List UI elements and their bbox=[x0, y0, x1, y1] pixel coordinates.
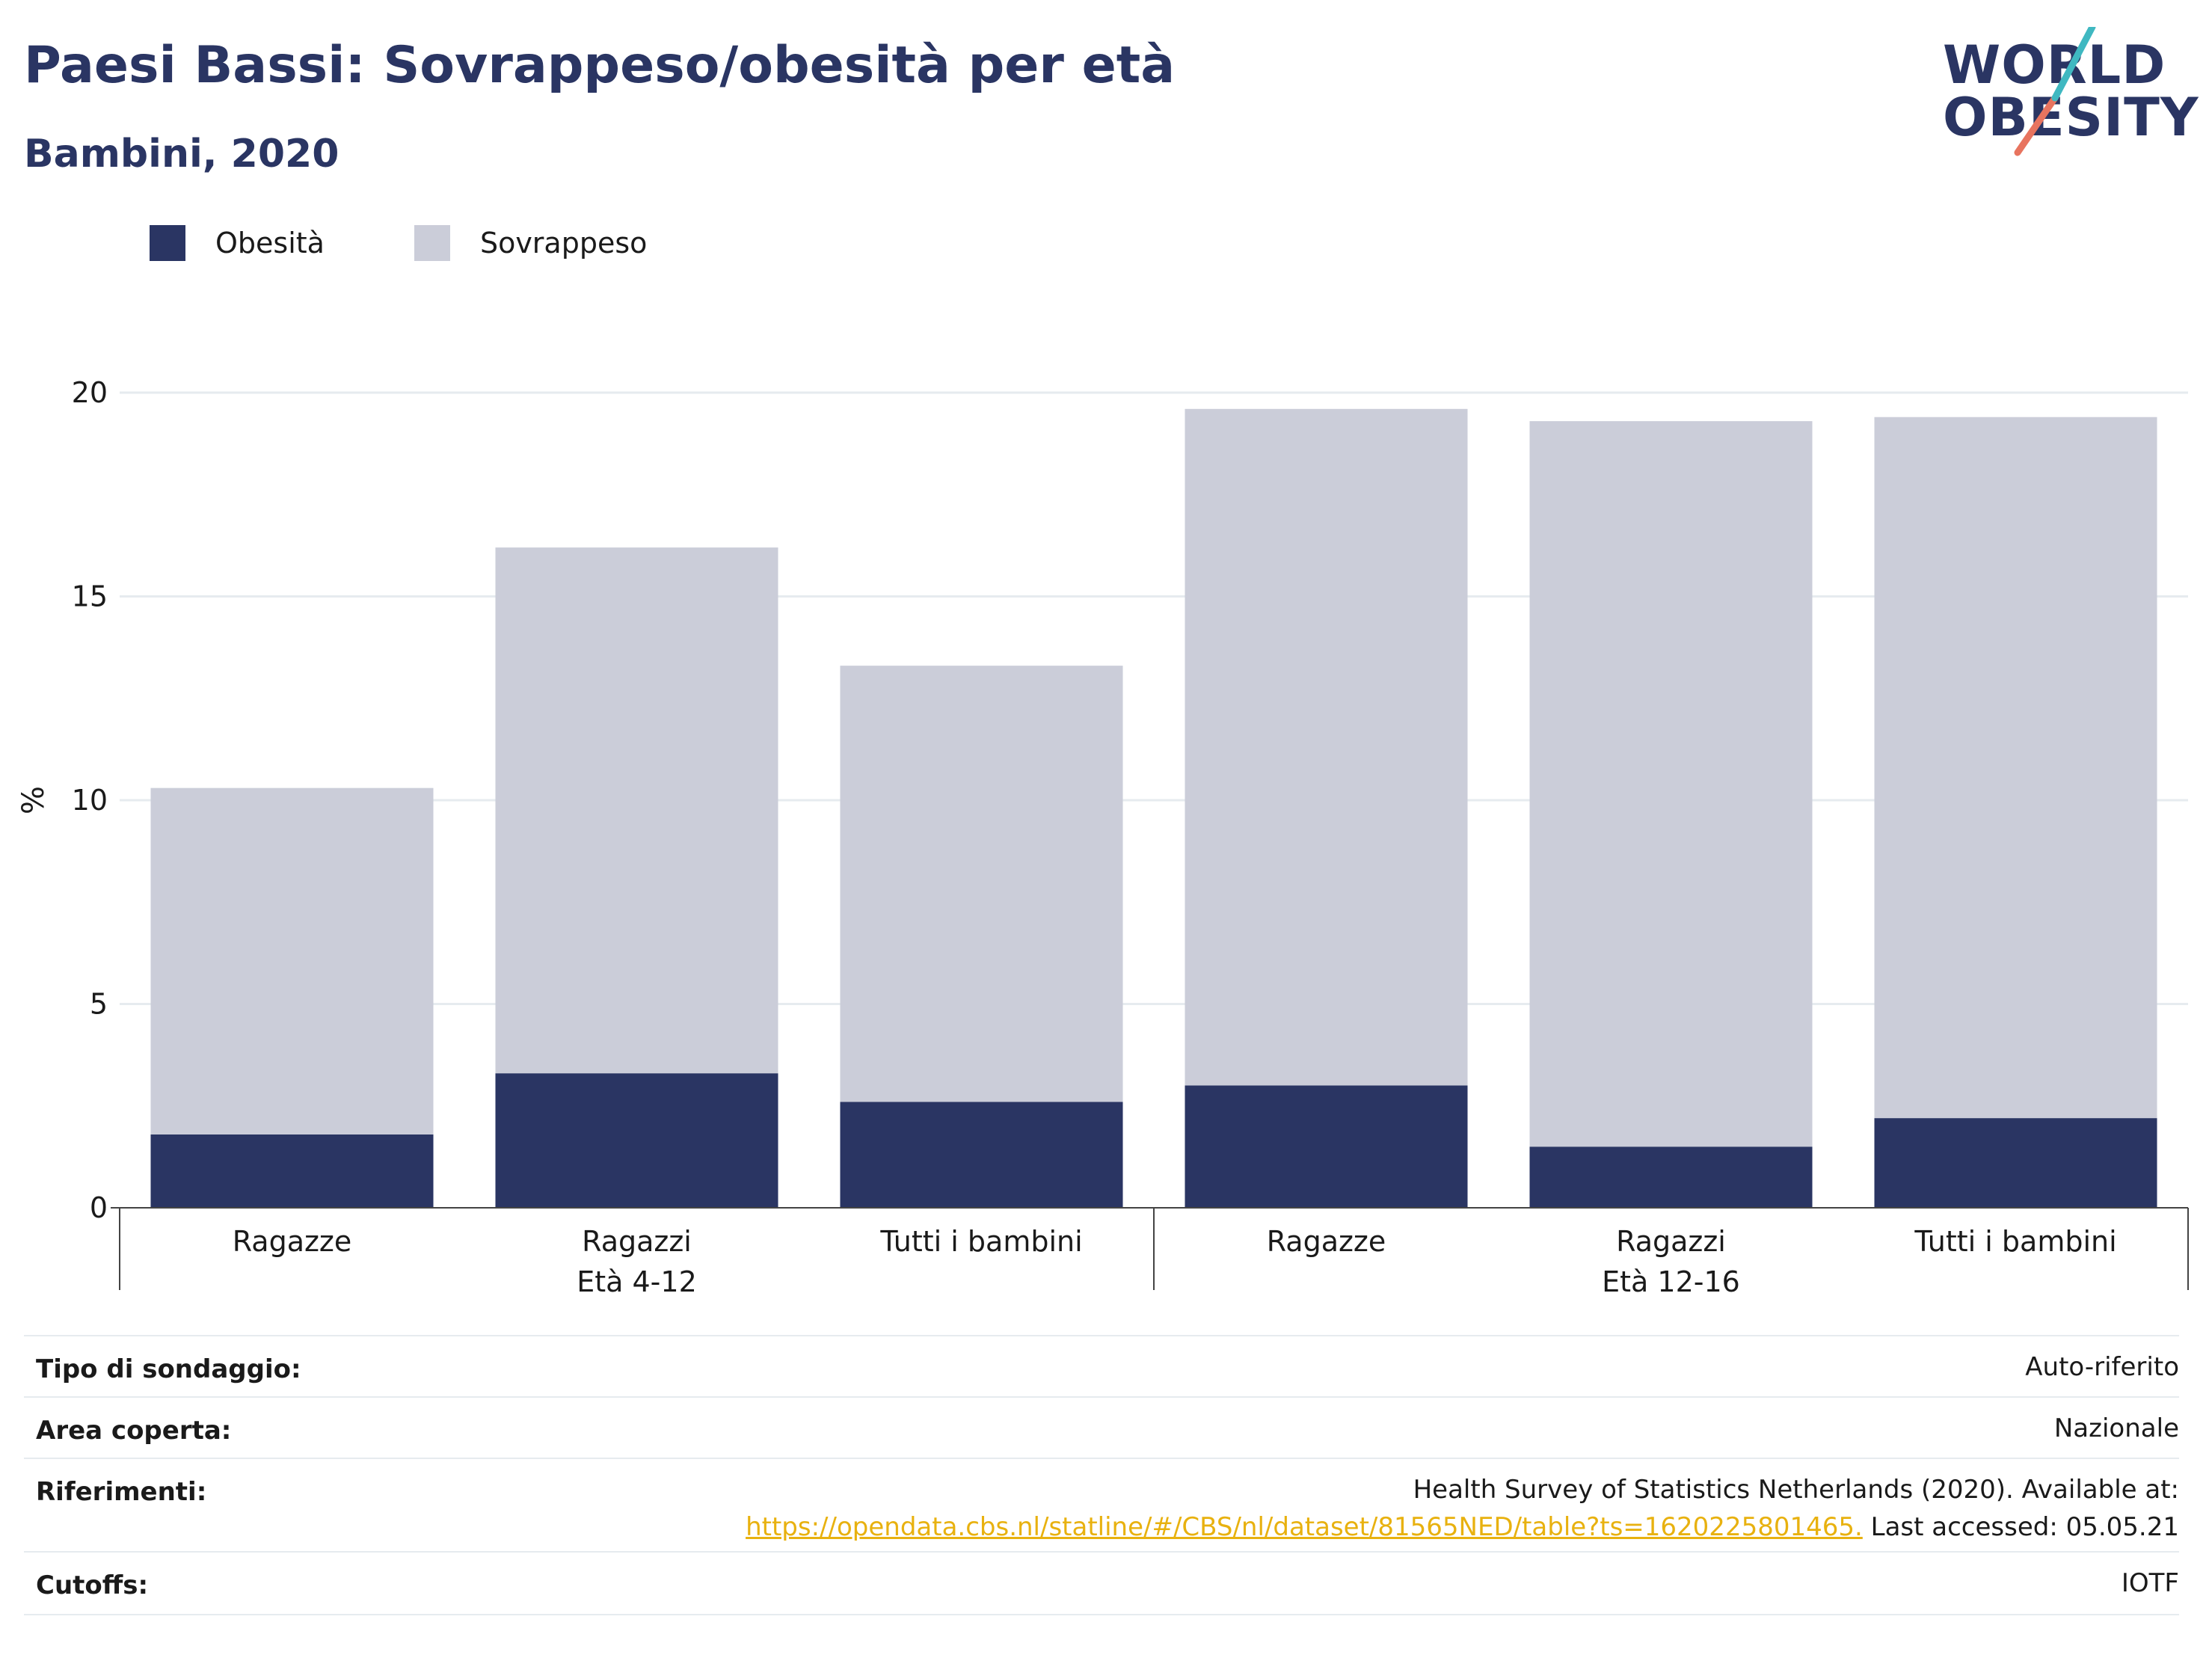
legend-item-sovrappeso[interactable]: Sovrappeso bbox=[414, 225, 647, 261]
legend-item-obesita[interactable]: Obesità bbox=[150, 225, 325, 261]
info-value-area: Nazionale bbox=[2053, 1413, 2179, 1443]
x-tick-label: Tutti i bambini bbox=[879, 1225, 1082, 1258]
group-label: Età 12-16 bbox=[1602, 1265, 1740, 1298]
group-label: Età 4-12 bbox=[577, 1265, 697, 1298]
chart-subtitle: Bambini, 2020 bbox=[24, 132, 340, 176]
x-tick-label: Ragazzi bbox=[1616, 1225, 1726, 1258]
info-key-area: Area coperta: bbox=[36, 1416, 232, 1446]
bar-obesita bbox=[1529, 1146, 1813, 1208]
x-tick-label: Ragazze bbox=[233, 1225, 352, 1258]
bar-obesita bbox=[150, 1134, 434, 1208]
info-key-cutoffs: Cutoffs: bbox=[36, 1570, 149, 1600]
bar-sovrappeso bbox=[840, 666, 1123, 1102]
info-key-references: Riferimenti: bbox=[36, 1477, 207, 1507]
world-obesity-logo: WORLD OBESITY bbox=[1943, 27, 2199, 162]
bar-chart: 0 5 10 15 20% Ragazze Ragazzi Tutti i bambini Ra… bbox=[16, 376, 2189, 1298]
y-tick-label: 20 bbox=[72, 376, 108, 409]
legend-swatch-sovrappeso bbox=[414, 225, 450, 261]
info-value-cutoffs: IOTF bbox=[2121, 1568, 2179, 1598]
legend-label-obesita: Obesità bbox=[215, 227, 325, 260]
bar-obesita bbox=[1874, 1118, 2157, 1208]
references-suffix: Last accessed: 05.05.21 bbox=[1862, 1512, 2179, 1542]
info-value-survey-type: Auto-riferito bbox=[2025, 1352, 2179, 1382]
info-key-survey-type: Tipo di sondaggio: bbox=[36, 1354, 301, 1384]
references-link[interactable]: https://opendata.cbs.nl/statline/#/CBS/n… bbox=[746, 1512, 1863, 1542]
bar-sovrappeso bbox=[1185, 408, 1468, 1086]
references-text: Health Survey of Statistics Netherlands … bbox=[1413, 1475, 2179, 1505]
y-tick-label: 10 bbox=[72, 784, 108, 817]
bar-obesita bbox=[495, 1073, 778, 1208]
info-row-area: Area coperta: Nazionale bbox=[24, 1396, 2179, 1459]
legend-label-sovrappeso: Sovrappeso bbox=[479, 227, 648, 260]
legend-swatch-obesita bbox=[150, 225, 185, 261]
info-row-references: Riferimenti: Health Survey of Statistics… bbox=[24, 1458, 2179, 1553]
info-value-references: Health Survey of Statistics Netherlands … bbox=[746, 1471, 2179, 1546]
chart-legend: Obesità Sovrappeso bbox=[150, 224, 737, 262]
chart-title: Paesi Bassi: Sovrappeso/obesità per età bbox=[24, 36, 1176, 95]
y-tick-label: 15 bbox=[72, 580, 108, 613]
bar-obesita bbox=[1185, 1085, 1468, 1208]
logo-slash-icon bbox=[2014, 27, 2096, 156]
bar-sovrappeso bbox=[495, 547, 778, 1074]
info-table: Tipo di sondaggio: Auto-riferito Area co… bbox=[24, 1335, 2179, 1634]
bar-sovrappeso bbox=[1874, 417, 2157, 1119]
logo-line1: WORLD bbox=[1943, 34, 2166, 96]
y-tick-label: 0 bbox=[90, 1191, 108, 1224]
info-row-cutoffs: Cutoffs: IOTF bbox=[24, 1551, 2179, 1615]
x-tick-label: Tutti i bambini bbox=[1914, 1225, 2116, 1258]
logo-line2: OBESITY bbox=[1943, 87, 2199, 148]
bar-obesita bbox=[840, 1102, 1123, 1208]
info-row-survey-type: Tipo di sondaggio: Auto-riferito bbox=[24, 1335, 2179, 1398]
y-axis-label: % bbox=[16, 786, 51, 814]
x-tick-label: Ragazze bbox=[1267, 1225, 1386, 1258]
bar-sovrappeso bbox=[1529, 421, 1813, 1147]
bar-sovrappeso bbox=[150, 787, 434, 1134]
y-tick-label: 5 bbox=[90, 988, 108, 1021]
x-tick-label: Ragazzi bbox=[582, 1225, 692, 1258]
